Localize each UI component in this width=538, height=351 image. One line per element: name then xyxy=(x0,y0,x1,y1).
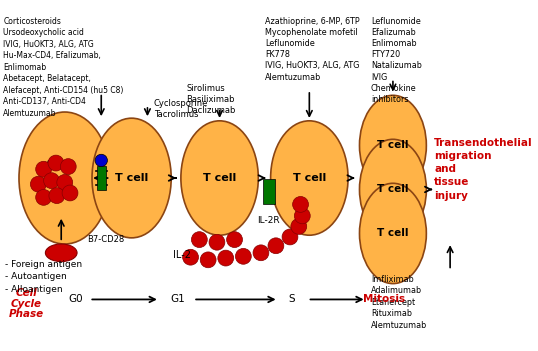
Text: G0: G0 xyxy=(69,294,83,304)
Text: IL-2: IL-2 xyxy=(173,250,191,260)
Text: Leflunomide
Efalizumab
Enlimomab
FTY720
Natalizumab
IVIG
Chemokine
inhibitors: Leflunomide Efalizumab Enlimomab FTY720 … xyxy=(371,17,422,104)
Circle shape xyxy=(48,155,64,171)
Circle shape xyxy=(44,173,60,188)
Circle shape xyxy=(293,197,308,212)
Circle shape xyxy=(57,174,73,190)
Circle shape xyxy=(294,208,310,224)
Text: T cell: T cell xyxy=(377,140,409,151)
Text: S: S xyxy=(288,294,295,304)
Ellipse shape xyxy=(92,118,171,238)
Text: T cell: T cell xyxy=(293,173,326,183)
Text: Sirolimus
Basiliximab
Daclizumab: Sirolimus Basiliximab Daclizumab xyxy=(186,84,236,115)
Ellipse shape xyxy=(359,95,426,196)
Text: Mitosis: Mitosis xyxy=(363,294,405,304)
Circle shape xyxy=(218,250,233,266)
Text: Cell: Cell xyxy=(15,288,37,298)
Ellipse shape xyxy=(359,139,426,240)
Ellipse shape xyxy=(181,121,258,235)
Circle shape xyxy=(192,232,207,247)
Bar xyxy=(97,166,105,190)
Circle shape xyxy=(200,252,216,268)
Text: T cell: T cell xyxy=(115,173,148,183)
Circle shape xyxy=(209,234,225,250)
Text: Transendothelial
migration
and
tissue
injury: Transendothelial migration and tissue in… xyxy=(434,138,533,201)
Text: Imfliximab
Adalimumab
Etanercept
Rituximab
Alemtuzumab: Imfliximab Adalimumab Etanercept Rituxim… xyxy=(371,275,427,330)
Text: B7-CD28: B7-CD28 xyxy=(87,235,124,244)
Circle shape xyxy=(253,245,269,261)
Text: T cell: T cell xyxy=(203,173,236,183)
Circle shape xyxy=(60,159,76,174)
Ellipse shape xyxy=(19,112,110,244)
Text: T cell: T cell xyxy=(377,229,409,238)
Circle shape xyxy=(31,176,46,192)
Text: Cyclosporine
Tacrolimus: Cyclosporine Tacrolimus xyxy=(154,99,208,119)
Circle shape xyxy=(291,218,307,234)
Text: - Foreign antigen
- Autoantigen
- Alloantigen: - Foreign antigen - Autoantigen - Alloan… xyxy=(5,260,82,294)
Circle shape xyxy=(36,161,52,177)
Circle shape xyxy=(49,188,65,204)
Text: Azathioprine, 6-MP, 6TP
Mycophenolate mofetil
Leflunomide
FK778
IVIG, HuOKT3, AL: Azathioprine, 6-MP, 6TP Mycophenolate mo… xyxy=(265,17,360,81)
Ellipse shape xyxy=(271,121,348,235)
Circle shape xyxy=(182,249,199,265)
Ellipse shape xyxy=(359,183,426,284)
Circle shape xyxy=(62,185,78,201)
Text: Cycle: Cycle xyxy=(11,299,41,309)
Text: APC: APC xyxy=(45,160,70,170)
Circle shape xyxy=(268,238,284,254)
Circle shape xyxy=(95,154,108,167)
Text: G1: G1 xyxy=(170,294,185,304)
Ellipse shape xyxy=(45,244,77,261)
Circle shape xyxy=(282,229,298,245)
Circle shape xyxy=(236,249,251,264)
Circle shape xyxy=(36,190,52,205)
Text: Corticosteroids
Ursodeoxycholic acid
IVIG, HuOKT3, ALG, ATG
Hu-Max-CD4, Efalizum: Corticosteroids Ursodeoxycholic acid IVI… xyxy=(3,17,124,118)
Text: T cell: T cell xyxy=(377,185,409,194)
Bar xyxy=(263,179,275,204)
Text: IL-2R: IL-2R xyxy=(258,216,280,225)
Text: Phase: Phase xyxy=(9,309,44,319)
Circle shape xyxy=(226,232,243,247)
